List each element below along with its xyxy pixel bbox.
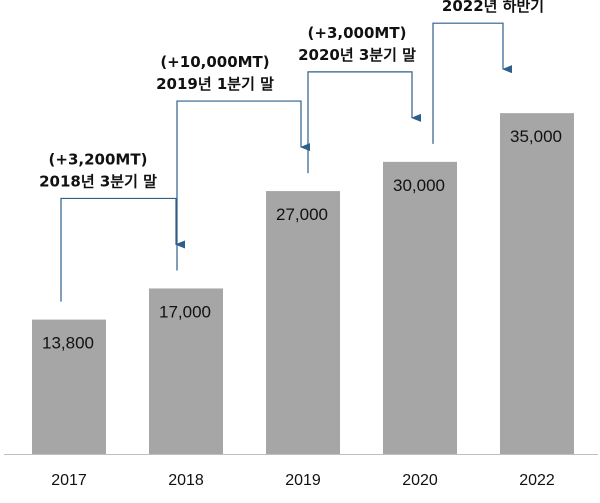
annotation-arrow-2020 [307,71,421,174]
annotation-change-2018: (+3,200MT) [49,150,148,168]
bar-value-label-2020: 30,000 [393,176,445,195]
x-tick-label-2017: 2017 [51,472,87,489]
bar-2017 [32,319,106,454]
x-tick-label-2019: 2019 [285,472,321,489]
bar-value-label-2018: 17,000 [159,302,211,321]
x-tick-labels-group: 2017 2018 2019 2020 2022 [51,472,555,489]
bars-group [32,113,574,455]
bar-2020 [383,161,457,454]
annotation-time-2018: 2018년 3분기 말 [39,172,157,190]
annotation-arrow-2019 [176,100,310,271]
annotation-change-2019: (+10,000MT) [160,53,269,71]
annotation-time-2020: 2020년 3분기 말 [298,46,416,64]
bar-value-label-2019: 27,000 [276,205,328,224]
bar-value-label-2022: 35,000 [510,127,562,146]
bar-labels-group: 13,800 17,000 27,000 30,000 35,000 [42,127,562,352]
annotation-time-2022: 2022년 하반기 [442,0,544,15]
annotation-change-2020: (+3,000MT) [308,24,407,42]
annotations-group: (+3,200MT) 2018년 3분기 말 (+10,000MT) 2019년 1분… [39,0,544,302]
annotation-arrow-2022 [432,22,512,144]
bar-2022 [500,113,574,455]
bar-2019 [266,191,340,455]
annotation-arrow-2018 [60,197,185,302]
x-tick-label-2020: 2020 [402,472,438,489]
bar-2018 [149,288,223,454]
bar-value-label-2017: 13,800 [42,334,94,353]
x-tick-label-2022: 2022 [519,472,555,489]
x-tick-label-2018: 2018 [168,472,204,489]
annotation-time-2019: 2019년 1분기 말 [156,75,274,93]
